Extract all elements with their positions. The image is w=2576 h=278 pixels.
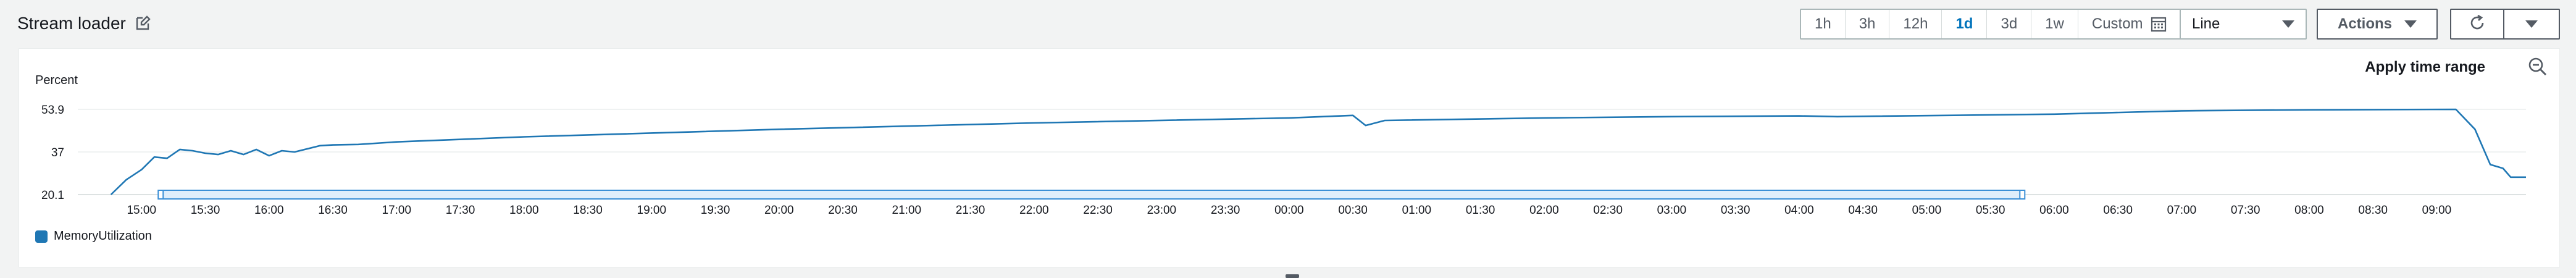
refresh-group (2450, 9, 2560, 40)
metric-panel: Percent Apply time range 53.9 37 20.1 15:00… (19, 48, 2560, 267)
custom-range-label: Custom (2091, 15, 2143, 32)
x-tick-label: 15:30 (191, 204, 220, 217)
series-line-memory-utilization (110, 108, 2526, 195)
x-tick-label: 17:00 (382, 204, 412, 217)
x-tick-label: 07:30 (2231, 204, 2260, 217)
caret-down-icon (2525, 20, 2538, 28)
x-tick-label: 16:00 (254, 204, 284, 217)
refresh-interval-dropdown[interactable] (2504, 10, 2559, 38)
chart-type-select[interactable]: Line (2180, 9, 2307, 40)
x-tick-label: 23:00 (1147, 204, 1177, 217)
x-tick-label: 08:30 (2358, 204, 2388, 217)
x-tick-label: 07:00 (2167, 204, 2197, 217)
x-tick-label: 05:00 (1912, 204, 1942, 217)
chart-legend: MemoryUtilization (35, 229, 152, 243)
title-text: Stream loader (17, 14, 126, 33)
x-tick-label: 19:00 (637, 204, 667, 217)
refresh-icon (2468, 14, 2486, 35)
range-3h-button[interactable]: 3h (1846, 10, 1890, 38)
x-tick-label: 21:30 (956, 204, 985, 217)
actions-label: Actions (2337, 15, 2392, 32)
x-tick-label: 16:30 (318, 204, 348, 217)
y-tick-label: 37 (51, 146, 64, 159)
legend-swatch (35, 230, 48, 243)
apply-time-range-button[interactable]: Apply time range (2365, 59, 2485, 75)
range-1d-button[interactable]: 1d (1942, 10, 1988, 38)
x-tick-label: 03:00 (1657, 204, 1687, 217)
range-1w-button[interactable]: 1w (2031, 10, 2078, 38)
x-tick-label: 19:30 (701, 204, 730, 217)
x-tick-label: 02:30 (1593, 204, 1623, 217)
x-tick-label: 04:00 (1784, 204, 1814, 217)
x-tick-label: 18:30 (573, 204, 603, 217)
x-tick-label: 02:00 (1529, 204, 1559, 217)
y-tick-label: 20.1 (41, 189, 64, 202)
x-tick-label: 04:30 (1848, 204, 1878, 217)
x-tick-label: 17:30 (446, 204, 475, 217)
custom-range-button[interactable]: Custom (2078, 10, 2180, 38)
x-tick-label: 20:00 (764, 204, 794, 217)
x-tick-label: 00:30 (1338, 204, 1368, 217)
edit-icon[interactable] (135, 15, 151, 32)
x-tick-label: 05:30 (1976, 204, 2005, 217)
range-12h-button[interactable]: 12h (1889, 10, 1942, 38)
zoom-out-icon[interactable] (2527, 56, 2548, 77)
time-range-group: 1h 3h 12h 1d 3d 1w Custom (1800, 9, 2181, 40)
calendar-icon (2151, 16, 2167, 32)
x-tick-label: 09:00 (2422, 204, 2452, 217)
x-tick-label: 00:00 (1274, 204, 1304, 217)
x-tick-label: 15:00 (127, 204, 156, 217)
selection-handle-right (2019, 190, 2026, 200)
caret-down-icon (2282, 20, 2294, 28)
x-tick-label: 06:30 (2103, 204, 2133, 217)
x-tick-label: 08:00 (2294, 204, 2324, 217)
x-tick-label: 01:30 (1466, 204, 1495, 217)
page-title: Stream loader (17, 12, 151, 35)
y-tick-label: 53.9 (41, 104, 64, 117)
chart-type-value: Line (2192, 15, 2220, 32)
x-tick-label: 06:00 (2039, 204, 2069, 217)
time-selection-brush (160, 190, 2023, 200)
x-tick-label: 22:30 (1083, 204, 1113, 217)
y-axis-label: Percent (35, 74, 78, 87)
memory-utilization-chart[interactable]: 53.9 37 20.1 15:00 15:30 16:00 16:30 17:00 17:30… (19, 49, 2561, 228)
x-tick-label: 23:30 (1211, 204, 1240, 217)
selection-handle-left (157, 190, 164, 200)
resize-handle[interactable] (1286, 274, 1299, 278)
x-tick-label: 03:30 (1721, 204, 1750, 217)
x-tick-label: 20:30 (828, 204, 858, 217)
actions-button[interactable]: Actions (2317, 9, 2438, 40)
x-tick-label: 21:00 (892, 204, 922, 217)
legend-label[interactable]: MemoryUtilization (54, 229, 152, 243)
caret-down-icon (2404, 20, 2417, 28)
x-tick-label: 18:00 (509, 204, 539, 217)
range-1h-button[interactable]: 1h (1801, 10, 1846, 38)
refresh-button[interactable] (2451, 10, 2504, 38)
x-tick-label: 01:00 (1402, 204, 1432, 217)
x-tick-label: 22:00 (1019, 204, 1049, 217)
range-3d-button[interactable]: 3d (1987, 10, 2032, 38)
